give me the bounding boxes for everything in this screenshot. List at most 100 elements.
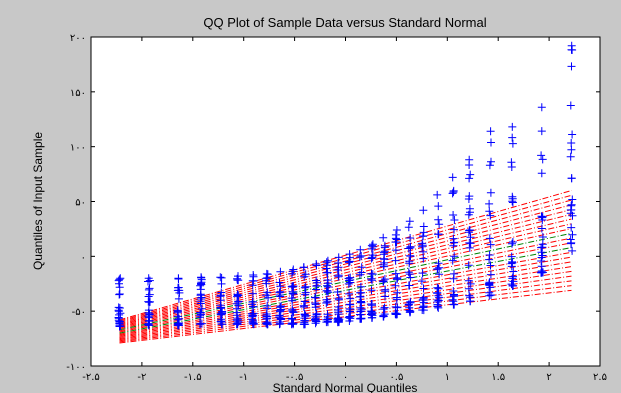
sample-point bbox=[379, 312, 388, 321]
reference-line bbox=[119, 251, 572, 335]
sample-point bbox=[393, 288, 402, 297]
sample-point bbox=[465, 155, 474, 164]
sample-point bbox=[334, 259, 343, 267]
sample-point bbox=[115, 317, 124, 326]
sample-point bbox=[356, 245, 365, 254]
sample-point bbox=[299, 263, 308, 272]
reference-line bbox=[119, 289, 572, 344]
sample-point bbox=[508, 238, 517, 246]
sample-point bbox=[419, 232, 428, 241]
sample-point bbox=[449, 297, 458, 306]
sample-point bbox=[419, 284, 428, 293]
sample-point bbox=[197, 293, 206, 302]
sample-point bbox=[448, 189, 457, 198]
sample-point bbox=[434, 259, 443, 268]
sample-point bbox=[391, 256, 400, 265]
sample-point bbox=[368, 270, 377, 279]
sample-point bbox=[345, 300, 354, 309]
sample-point bbox=[464, 276, 473, 285]
sample-point bbox=[404, 268, 413, 277]
x-axis-ticks: -۲.۵ -۲ -۱.۵ -۱ -۰.۵ ۰ ۰.۵ ۱ ۱.۵ ۲ ۲.۵ bbox=[82, 37, 607, 383]
sample-point bbox=[275, 311, 284, 320]
sample-point bbox=[234, 297, 243, 306]
sample-point bbox=[276, 267, 285, 276]
sample-point bbox=[568, 130, 577, 139]
sample-point bbox=[379, 233, 388, 242]
sample-point bbox=[217, 315, 226, 324]
sample-point bbox=[368, 240, 377, 249]
chart-title: QQ Plot of Sample Data versus Standard N… bbox=[203, 15, 486, 30]
sample-point bbox=[367, 307, 376, 316]
sample-point bbox=[538, 233, 547, 241]
sample-point bbox=[466, 233, 475, 242]
sample-point bbox=[115, 290, 124, 298]
sample-point bbox=[367, 300, 376, 308]
sample-point bbox=[507, 163, 516, 171]
y-tick-label: -۵۰ bbox=[72, 307, 86, 318]
sample-point bbox=[568, 246, 577, 255]
sample-point bbox=[175, 314, 184, 323]
sample-point bbox=[406, 234, 415, 242]
y-tick-label: ۱۰۰ bbox=[70, 143, 86, 154]
sample-point bbox=[145, 284, 154, 293]
reference-line bbox=[119, 218, 572, 328]
sample-point bbox=[435, 293, 444, 302]
sample-point bbox=[368, 301, 376, 310]
sample-point bbox=[450, 216, 459, 224]
sample-point bbox=[419, 206, 428, 215]
sample-point bbox=[418, 296, 427, 304]
x-tick-label: ۲ bbox=[546, 372, 551, 383]
sample-point bbox=[114, 313, 123, 322]
sample-point bbox=[276, 319, 285, 328]
sample-point bbox=[485, 288, 494, 297]
sample-point bbox=[263, 301, 272, 310]
sample-point bbox=[537, 151, 546, 160]
sample-point bbox=[287, 319, 296, 328]
sample-point bbox=[418, 241, 427, 250]
sample-point bbox=[448, 256, 457, 265]
sample-point bbox=[486, 211, 495, 220]
sample-point bbox=[301, 312, 310, 321]
sample-point bbox=[232, 299, 241, 308]
sample-point bbox=[433, 300, 442, 309]
sample-point bbox=[322, 299, 331, 307]
sample-point bbox=[355, 270, 364, 279]
sample-point bbox=[406, 273, 415, 282]
sample-point bbox=[486, 188, 495, 197]
sample-point bbox=[486, 127, 495, 136]
sample-point bbox=[345, 250, 354, 259]
sample-point bbox=[379, 277, 388, 286]
sample-point bbox=[301, 282, 310, 291]
sample-point bbox=[233, 311, 242, 320]
sample-point bbox=[508, 258, 517, 267]
sample-point bbox=[567, 174, 576, 183]
sample-point bbox=[300, 314, 309, 323]
sample-point bbox=[433, 190, 442, 199]
sample-point bbox=[346, 307, 354, 316]
sample-point bbox=[405, 217, 414, 226]
sample-point bbox=[334, 303, 343, 311]
sample-point bbox=[323, 256, 332, 265]
sample-point bbox=[275, 278, 284, 287]
sample-point bbox=[405, 259, 414, 268]
x-tick-label: ۱ bbox=[445, 372, 450, 383]
sample-point bbox=[465, 238, 474, 247]
reference-line bbox=[119, 209, 572, 325]
sample-point bbox=[300, 283, 309, 292]
sample-point bbox=[568, 195, 577, 204]
sample-point bbox=[508, 139, 517, 148]
sample-point bbox=[367, 286, 376, 295]
x-tick-label: ۰ bbox=[343, 372, 348, 383]
reference-line bbox=[119, 204, 572, 324]
sample-point bbox=[418, 269, 427, 278]
sample-point bbox=[404, 301, 413, 309]
sample-point bbox=[344, 257, 353, 266]
sample-point bbox=[537, 262, 546, 271]
sample-point bbox=[508, 122, 517, 131]
sample-point bbox=[404, 223, 413, 232]
sample-point bbox=[322, 315, 331, 324]
sample-point bbox=[567, 223, 576, 232]
sample-point bbox=[393, 303, 402, 312]
sample-point bbox=[275, 288, 284, 297]
